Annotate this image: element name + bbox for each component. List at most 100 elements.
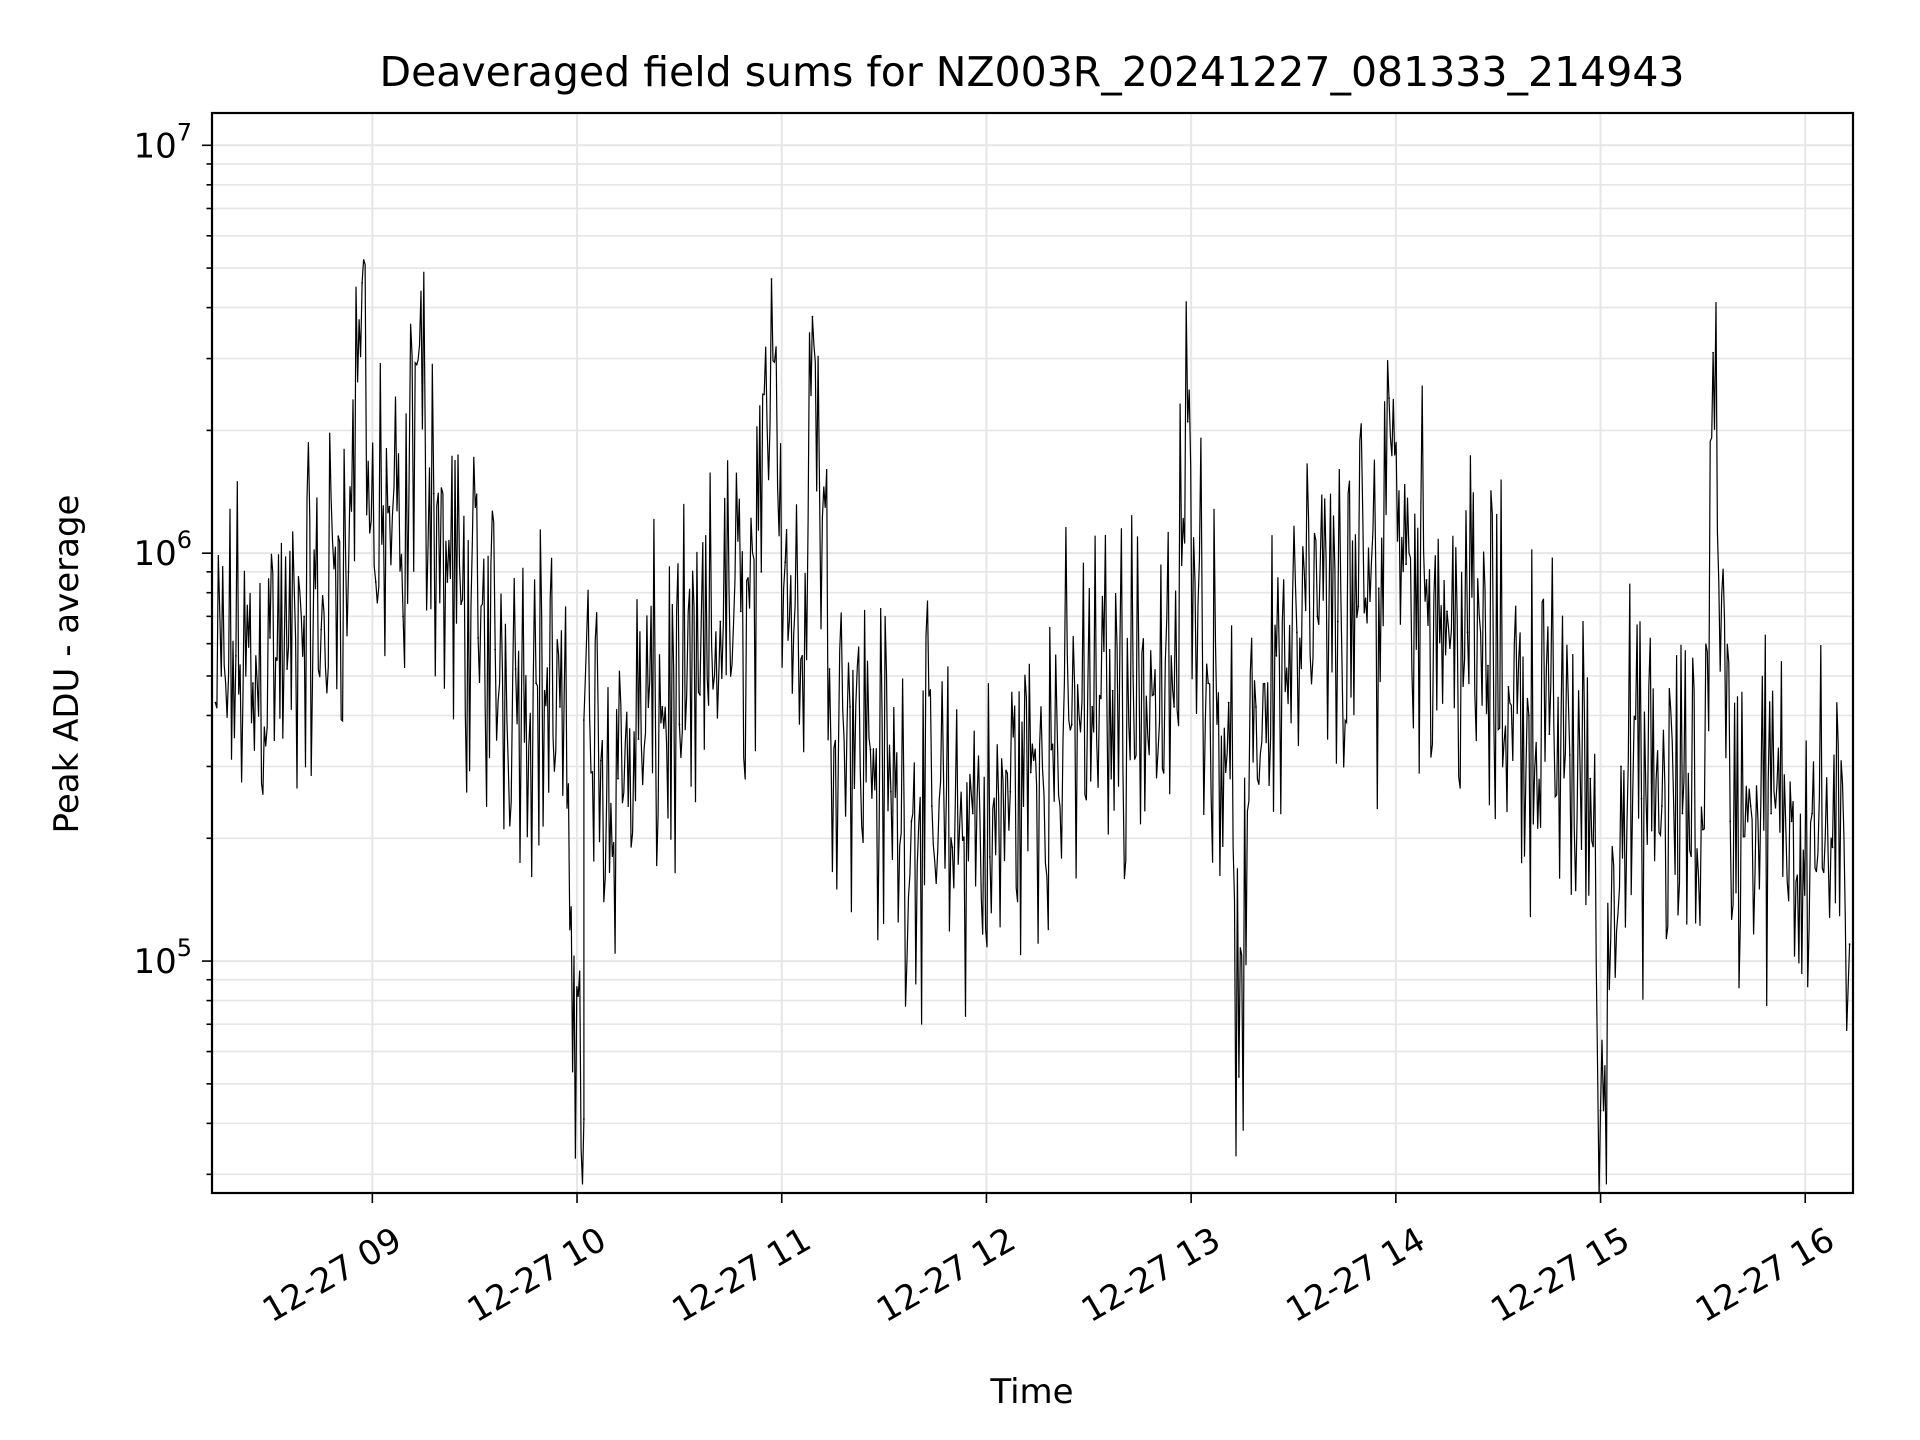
x-axis: 12-27 09 12-27 10 12-27 11 12-27 12 12-27 13… xyxy=(256,1193,1841,1331)
data-point xyxy=(1029,771,1032,774)
y-axis: 105 106 107 xyxy=(133,118,212,1176)
data-point xyxy=(600,759,602,762)
data-point xyxy=(1227,701,1230,704)
data-point xyxy=(1568,754,1571,756)
data-point xyxy=(1377,587,1380,590)
x-axis-label: Time xyxy=(989,1372,1073,1412)
data-point xyxy=(1790,820,1793,823)
x-tick-label: 12-27 09 xyxy=(256,1220,408,1331)
data-point xyxy=(1173,705,1175,708)
data-point xyxy=(1238,1076,1240,1078)
data-point xyxy=(1009,790,1012,793)
data-point xyxy=(1405,563,1407,566)
data-point xyxy=(494,648,497,651)
data-point xyxy=(1661,805,1663,807)
data-point xyxy=(784,561,787,564)
x-tick-label: 12-27 13 xyxy=(1075,1220,1227,1331)
data-point xyxy=(303,615,306,618)
data-point xyxy=(415,363,418,366)
data-point xyxy=(930,805,933,807)
data-point xyxy=(1111,689,1114,692)
data-point xyxy=(910,820,913,823)
data-point xyxy=(402,615,404,618)
data-point xyxy=(286,668,288,670)
data-point xyxy=(1357,605,1360,608)
data-point xyxy=(1186,420,1189,423)
data-point xyxy=(811,315,814,318)
data-point xyxy=(869,748,872,751)
data-point xyxy=(361,281,364,284)
data-point xyxy=(849,705,851,708)
data-point xyxy=(1507,686,1510,688)
data-point xyxy=(1811,812,1813,815)
data-point xyxy=(971,812,974,815)
data-point xyxy=(661,705,664,708)
data-point xyxy=(760,570,763,573)
x-tick-label: 12-27 16 xyxy=(1689,1220,1841,1331)
series-line xyxy=(214,259,1851,1193)
chart-title: Deaveraged field sums for NZ003R_2024122… xyxy=(380,48,1685,96)
data-point xyxy=(1316,615,1319,618)
x-tick-label: 12-27 10 xyxy=(461,1220,613,1331)
data-point xyxy=(739,610,742,613)
data-point xyxy=(770,278,773,280)
data-point xyxy=(446,581,449,583)
data-point xyxy=(252,682,254,685)
data-point xyxy=(535,682,538,685)
y-tick-label: 105 xyxy=(133,934,192,982)
data-point xyxy=(988,856,991,858)
data-point xyxy=(337,535,340,538)
data-point xyxy=(1466,631,1469,634)
y-tick-label: 107 xyxy=(133,118,192,166)
data-point xyxy=(582,1118,585,1120)
plot-frame xyxy=(210,111,1855,1195)
y-axis-label: Peak ADU - average xyxy=(47,495,87,834)
data-point xyxy=(1207,682,1210,685)
data-point xyxy=(1388,397,1390,399)
x-tick-label: 12-27 15 xyxy=(1484,1220,1636,1331)
data-point xyxy=(1296,631,1298,634)
data-point xyxy=(1275,654,1278,657)
data-point xyxy=(388,505,391,508)
data-point xyxy=(432,492,435,495)
x-tick-label: 12-27 12 xyxy=(870,1220,1022,1331)
data-point xyxy=(1487,664,1489,667)
data-point xyxy=(234,654,237,657)
data-point xyxy=(374,581,377,583)
data-point xyxy=(460,603,462,606)
data-point xyxy=(477,636,480,639)
y-tick-label: 106 xyxy=(133,526,192,574)
data-point xyxy=(1050,748,1053,751)
data-point xyxy=(1446,610,1448,613)
x-tick-label: 12-27 11 xyxy=(665,1220,817,1331)
data-point xyxy=(347,570,350,573)
data-point xyxy=(1620,765,1622,768)
data-point xyxy=(1527,714,1530,717)
data-point xyxy=(1599,1109,1602,1112)
data-point xyxy=(1729,820,1732,823)
data-point xyxy=(719,620,722,623)
data-point xyxy=(698,693,701,696)
data-point xyxy=(1091,705,1094,708)
data-point xyxy=(1589,777,1592,780)
data-point xyxy=(1770,812,1773,815)
data-point xyxy=(637,738,640,741)
data-point xyxy=(1425,578,1428,581)
data-point xyxy=(1749,805,1752,807)
data-point xyxy=(1070,723,1073,726)
data-point xyxy=(801,654,804,657)
data-point xyxy=(1336,620,1339,623)
data-point xyxy=(678,723,681,726)
grid xyxy=(212,113,1853,1193)
data-layer xyxy=(214,259,1851,1193)
data-point xyxy=(269,636,271,639)
data-point xyxy=(514,668,517,670)
data-point xyxy=(1255,705,1257,708)
data-point xyxy=(1152,693,1155,696)
data-point xyxy=(951,846,954,849)
data-point xyxy=(828,668,831,670)
data-point xyxy=(1712,351,1715,354)
data-point xyxy=(1132,675,1135,677)
data-point xyxy=(1548,733,1551,736)
